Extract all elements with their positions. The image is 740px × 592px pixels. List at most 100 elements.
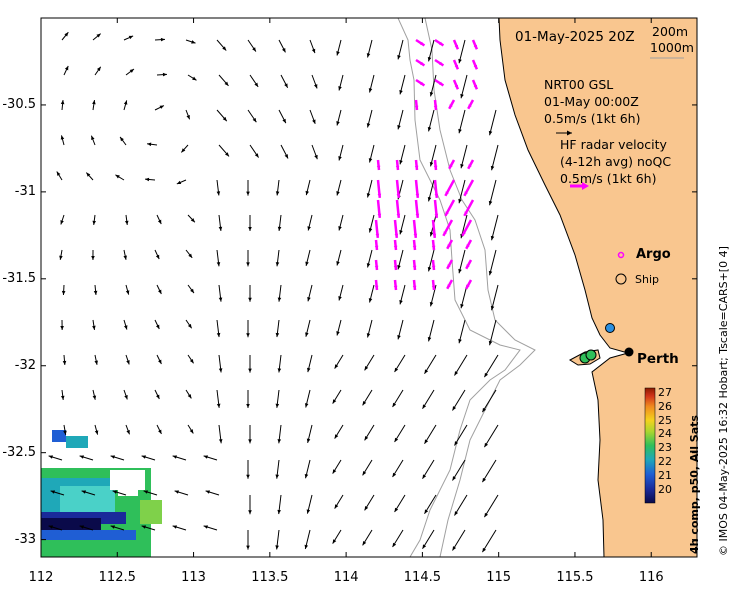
argo-legend-symbol (617, 251, 625, 259)
current-vector-head (439, 61, 444, 66)
current-vector-head (468, 164, 472, 169)
plot-frame (40, 17, 698, 558)
current-vector-head (452, 476, 457, 481)
current-vector-head (252, 47, 256, 52)
current-vector-shaft (460, 74, 468, 99)
current-vector-head (92, 395, 97, 400)
y-tick-label: -31.5 (2, 270, 36, 286)
current-vector-head (254, 153, 259, 158)
current-vector-head (156, 394, 160, 399)
current-vector-head (141, 525, 146, 529)
current-vector-head (96, 33, 101, 38)
current-vector-head (205, 490, 210, 494)
current-vector-head (332, 469, 337, 474)
current-vector-head (397, 125, 401, 130)
current-vector-head (447, 284, 451, 289)
current-vector-head (248, 510, 252, 515)
current-vector-head (473, 84, 477, 90)
current-vector-head (158, 429, 162, 434)
current-vector-head (393, 265, 398, 270)
y-tick-label: -32.5 (2, 444, 36, 460)
argo-legend-label: Argo (636, 247, 671, 262)
current-vector-head (313, 84, 318, 89)
current-vector-head (332, 539, 337, 544)
current-vector-head (187, 323, 192, 329)
model-info-line-3: 0.5m/s (1kt 6h) (544, 111, 641, 126)
current-vector-head (188, 253, 193, 258)
current-vector-head (159, 105, 164, 109)
current-vector-head (254, 82, 259, 87)
current-vector-head (338, 226, 342, 231)
current-vector-head (399, 160, 403, 165)
current-vector-head (275, 332, 280, 338)
current-vector-head (431, 265, 436, 270)
current-vector-head (216, 262, 221, 267)
current-vector-head (397, 55, 401, 60)
current-vector-head (422, 474, 427, 479)
y-tick-label: -30.5 (2, 96, 36, 112)
current-vector-head (305, 332, 309, 337)
current-vector-head (158, 359, 162, 364)
current-vector-head (216, 403, 221, 408)
current-vector-head (368, 88, 373, 93)
perth-marker (624, 347, 634, 357)
current-vector-head (124, 220, 129, 225)
current-vector-head (275, 403, 280, 408)
current-vector-head (189, 429, 194, 434)
current-vector-head (490, 165, 495, 171)
colorbar-tick-label: 20 (658, 482, 672, 496)
current-vector-head (218, 226, 223, 231)
current-vector-head (488, 340, 493, 346)
current-vector-head (252, 117, 257, 123)
current-vector-head (424, 509, 429, 514)
current-vector-head (275, 474, 280, 479)
current-vector-head (424, 369, 429, 374)
current-vector-head (447, 264, 451, 269)
current-vector-head (96, 66, 101, 72)
current-vector-shaft (483, 354, 499, 378)
ship-markers (579, 349, 597, 364)
current-vector-head (128, 35, 134, 40)
current-vector-head (484, 372, 489, 378)
current-vector-head (79, 455, 84, 459)
current-vector-shaft (483, 424, 499, 448)
x-tick-label: 114.5 (403, 570, 441, 585)
current-vector-head (334, 434, 339, 439)
current-vector-head (427, 266, 432, 272)
current-vector-head (336, 191, 340, 196)
current-vector-head (375, 233, 380, 238)
current-vector-head (246, 404, 250, 408)
current-vector-head (248, 439, 252, 444)
current-vector-head (314, 154, 318, 160)
current-vector-shaft (491, 144, 499, 171)
perth-label: Perth (637, 351, 679, 367)
current-vector-head (304, 544, 309, 550)
x-tick-label: 116 (638, 570, 664, 585)
current-vector-head (248, 297, 252, 302)
current-vector-head (364, 505, 369, 511)
current-vector-shaft (452, 529, 466, 551)
current-vector-head (433, 105, 438, 110)
ship-legend-symbol (615, 273, 627, 285)
current-vector-head (420, 41, 425, 46)
current-vector-head (157, 219, 162, 225)
current-vector-shaft (489, 319, 497, 346)
current-vector-head (203, 525, 208, 529)
current-vector-head (162, 72, 167, 77)
current-vector-head (393, 285, 398, 290)
colorbar-tick-label: 23 (658, 441, 672, 455)
bathymetry-contours (397, 18, 536, 557)
current-vector-head (93, 290, 98, 295)
current-vector-head (412, 285, 417, 290)
current-vector-head (412, 265, 417, 270)
current-vector-head (454, 64, 458, 70)
current-vector-head (338, 296, 342, 301)
current-vector-shaft (489, 179, 497, 206)
current-vector-head (225, 152, 230, 157)
current-vector-head (332, 399, 337, 404)
current-vector-head (305, 190, 309, 196)
current-vector-head (362, 470, 367, 476)
current-vector-head (218, 439, 223, 444)
x-tick-label: 115.5 (556, 570, 594, 585)
current-vector-head (63, 430, 67, 435)
